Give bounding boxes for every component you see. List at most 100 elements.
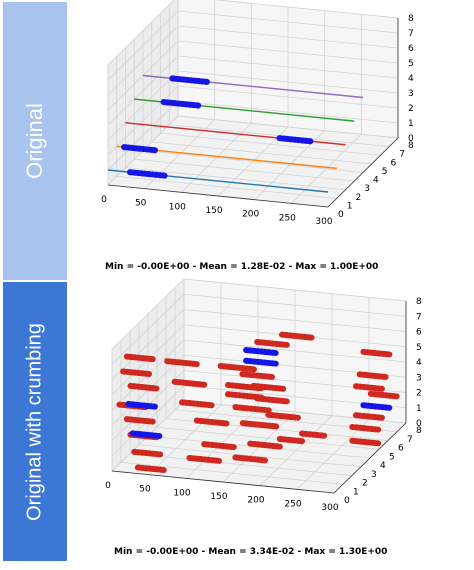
y-tick-label: 4	[373, 176, 379, 186]
y-axis-line	[333, 422, 407, 494]
crumb-segment-28	[239, 371, 275, 381]
grid-line-z	[107, 85, 179, 156]
z-tick-label: 1	[416, 404, 422, 414]
grid-line-z	[111, 293, 185, 365]
z-tick-label: 4	[416, 358, 422, 368]
crumb-segment-21	[247, 440, 283, 450]
grid-line-y	[151, 141, 372, 165]
grid-line-z	[183, 309, 407, 332]
x-tick-label: 50	[139, 485, 151, 495]
y-tick-label: 0	[344, 496, 350, 506]
crumb-segment-11	[171, 378, 208, 388]
crumb-segment-38	[353, 412, 385, 421]
z-tick-label: 7	[416, 312, 422, 322]
y-tick-label: 5	[382, 167, 388, 177]
x-tick-label: 100	[169, 202, 186, 212]
grid-line-z	[177, 115, 399, 139]
z-tick-label: 3	[408, 89, 414, 99]
y-tick-label: 8	[416, 426, 422, 436]
crumb-segment-7	[134, 464, 167, 474]
grid-line-z	[107, 55, 179, 126]
x-tick-label: 200	[247, 496, 264, 506]
y-tick-label: 2	[356, 193, 362, 203]
grid-line-y	[160, 132, 381, 156]
crumb-segment-16	[217, 363, 257, 373]
y-tick-label: 4	[380, 461, 386, 471]
y-tick-label: 1	[347, 201, 353, 211]
crumb-segment-31	[265, 411, 301, 421]
y-tick-label: 2	[362, 479, 368, 489]
crumb-segment-23	[276, 435, 305, 445]
crumb-segment-32	[279, 331, 315, 341]
crumb-segment-6	[131, 448, 164, 458]
highlight-segment-4	[169, 75, 212, 86]
z-tick-label: 2	[408, 104, 414, 114]
z-tick-label: 4	[408, 74, 414, 84]
crumb-segment-12	[179, 399, 215, 409]
crumbing-stats-caption: Min = -0.00E+00 - Mean = 3.34E-02 - Max …	[114, 547, 388, 557]
crumb-segment-40	[349, 437, 382, 447]
z-tick-label: 0	[408, 134, 414, 144]
x-tick-label: 300	[315, 217, 332, 227]
z-tick-label: 2	[416, 389, 422, 399]
y-tick-label: 6	[391, 158, 397, 168]
crumb-segment-33	[360, 348, 393, 358]
z-tick-label: 8	[416, 297, 422, 307]
x-tick-label: 200	[242, 210, 259, 220]
y-tick-label: 0	[338, 210, 344, 220]
grid-line-y	[129, 453, 353, 476]
grid-line-z	[177, 70, 399, 94]
grid-line-z	[213, 0, 399, 19]
grid-line-z	[177, 100, 399, 124]
crumb-segment-22	[232, 454, 268, 464]
z-tick-label: 6	[408, 44, 414, 54]
z-tick-label: 5	[416, 343, 422, 353]
grid-line-z	[177, 55, 399, 79]
grid-line-z	[107, 0, 175, 66]
grid-line-z	[177, 40, 399, 64]
grid-line-z	[107, 70, 179, 141]
y-tick-label: 7	[399, 150, 405, 160]
z-tick-label: 5	[408, 59, 414, 69]
grid-line-z	[183, 293, 407, 317]
x-tick-label: 150	[205, 206, 222, 216]
x-tick-label: 250	[279, 213, 296, 223]
x-axis-line	[111, 470, 335, 494]
grid-line-z	[107, 25, 179, 96]
grid-line-z	[111, 278, 185, 350]
grid-line-z	[107, 10, 179, 81]
crumb-segment-29	[250, 382, 287, 392]
grid-line-y	[120, 461, 344, 485]
crumb-segment-39	[349, 424, 382, 433]
crumb-segment-15	[186, 454, 222, 464]
crumbing-side-label-bar: Original with crumbing	[3, 282, 67, 561]
highlight-segment-9	[129, 430, 163, 440]
original-side-label-bar: Original	[3, 2, 67, 280]
x-tick-label: 100	[173, 488, 190, 498]
highlight-segment-2	[276, 135, 316, 145]
x-axis-line	[107, 184, 329, 208]
grid-line-z	[177, 25, 399, 49]
x-tick-label: 300	[321, 503, 338, 513]
grid-line-y	[138, 444, 362, 468]
z-tick-label: 1	[408, 119, 414, 129]
crumb-segment-10	[164, 358, 200, 368]
x-tick-label: 0	[101, 195, 107, 205]
y-tick-label: 7	[407, 435, 413, 445]
y-tick-label: 6	[398, 444, 404, 454]
crumb-segment-1	[120, 368, 152, 378]
grid-line-y	[134, 158, 355, 182]
crumb-segment-34	[356, 371, 389, 380]
crumb-segment-14	[201, 441, 237, 451]
y-tick-label: 1	[353, 487, 359, 497]
z-tick-label: 0	[416, 419, 422, 429]
grid-line-z	[177, 85, 399, 109]
highlight-segment-8	[125, 400, 158, 410]
grid-line-y	[156, 426, 380, 450]
highlight-segment-27	[243, 357, 279, 367]
crumb-segment-24	[299, 430, 328, 439]
y-tick-label: 3	[364, 184, 370, 194]
x-tick-label: 250	[284, 499, 301, 509]
